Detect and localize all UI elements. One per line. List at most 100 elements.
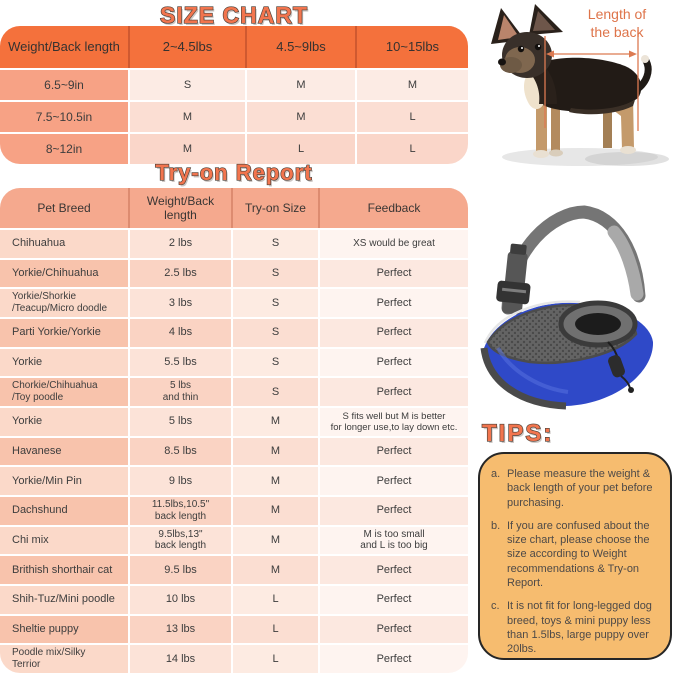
tryon-cell: Perfect: [320, 348, 468, 377]
tryon-cell: Perfect: [320, 496, 468, 525]
tryon-cell: Parti Yorkie/Yorkie: [0, 318, 128, 347]
tryon-cell: Perfect: [320, 259, 468, 288]
bag-piping-white: [483, 300, 581, 344]
tryon-cell: 9.5lbs,13" back length: [130, 526, 231, 555]
tip-item-a: a. Please measure the weight & back leng…: [491, 467, 663, 510]
dog-belly: [569, 100, 635, 115]
size-row-label: 8~12in: [0, 134, 128, 164]
tryon-cell: L: [233, 645, 318, 673]
tryon-cell: S: [233, 289, 318, 317]
tryon-cell: M: [233, 407, 318, 436]
dog-figure: Length of the back: [475, 0, 679, 170]
dog-tail-tip: [641, 55, 649, 63]
size-header-4-5-9lbs: 4.5~9lbs: [247, 26, 355, 68]
bag-cord-knot: [628, 387, 634, 393]
size-cell: M: [130, 102, 245, 132]
dog-leg: [551, 102, 560, 152]
tip-marker: c.: [491, 600, 500, 613]
tryon-cell: 5.5 lbs: [130, 348, 231, 377]
tryon-header-weight-back-length: Weight/Back length: [130, 188, 231, 228]
tryon-report-table: Pet Breed Weight/Back length Try-on Size…: [0, 188, 468, 673]
size-cell: S: [130, 70, 245, 100]
bag-rim-dark: [480, 347, 567, 410]
tryon-cell: Chorkie/Chihuahua /Toy poodle: [0, 378, 128, 406]
tryon-header-feedback: Feedback: [320, 188, 468, 228]
tryon-cell: S: [233, 378, 318, 406]
tryon-cell: M is too small and L is too big: [320, 526, 468, 555]
tryon-cell: Perfect: [320, 556, 468, 584]
size-chart-title: SIZE CHART: [159, 1, 308, 28]
dog-eye: [534, 43, 542, 51]
dog-paw: [549, 149, 563, 157]
tryon-cell: Perfect: [320, 645, 468, 673]
tryon-cell: Perfect: [320, 615, 468, 644]
tip-text: Please measure the weight & back length …: [507, 468, 653, 509]
dog-body: [529, 57, 642, 112]
back-length-annotation: Length of the back: [587, 6, 647, 40]
size-header-weight-back-length: Weight/Back length: [0, 26, 128, 68]
bag-highlight: [496, 347, 569, 394]
dog-shadow-2: [585, 152, 669, 166]
arrowhead-right-icon: [629, 50, 637, 58]
tryon-cell: S: [233, 318, 318, 347]
tryon-header-pet-breed: Pet Breed: [0, 188, 128, 228]
bag-opening-inner: [575, 313, 621, 335]
dog-eye-glint: [538, 45, 540, 47]
tryon-cell: 4 lbs: [130, 318, 231, 347]
sling-bag-illustration: [480, 205, 654, 410]
tryon-cell: Chi mix: [0, 526, 128, 555]
bag-strap-adjuster: [496, 243, 531, 315]
chihuahua-illustration: [491, 4, 669, 166]
tryon-cell: Poodle mix/Silky Terrior: [0, 645, 128, 673]
size-cell: L: [357, 134, 468, 164]
tryon-cell: M: [233, 467, 318, 495]
tryon-cell: 10 lbs: [130, 585, 231, 614]
tryon-cell: Perfect: [320, 467, 468, 495]
dog-leg: [603, 102, 612, 148]
tryon-cell: S fits well but M is better for longer u…: [320, 407, 468, 436]
size-chart-table: Weight/Back length 2~4.5lbs 4.5~9lbs 10~…: [0, 26, 468, 164]
tryon-cell: Yorkie/Chihuahua: [0, 259, 128, 288]
size-cell: M: [130, 134, 245, 164]
tryon-cell: Yorkie: [0, 348, 128, 377]
tryon-cell: Havanese: [0, 437, 128, 466]
sling-bag-figure: [468, 196, 672, 420]
tryon-cell: Perfect: [320, 318, 468, 347]
tryon-cell: Brithish shorthair cat: [0, 556, 128, 584]
tryon-cell: 13 lbs: [130, 615, 231, 644]
dog-paw: [533, 150, 549, 158]
tryon-cell: L: [233, 585, 318, 614]
dog-ear-left-inner: [498, 15, 519, 40]
tryon-cell: Chihuahua: [0, 230, 128, 258]
tryon-cell: 8.5 lbs: [130, 437, 231, 466]
tryon-cell: Perfect: [320, 585, 468, 614]
tryon-cell: 9 lbs: [130, 467, 231, 495]
tip-item-b: b. If you are confused about the size ch…: [491, 519, 663, 590]
tryon-cell: M: [233, 526, 318, 555]
tips-box: a. Please measure the weight & back leng…: [478, 452, 672, 660]
dog-eye: [517, 45, 525, 53]
tryon-cell: Yorkie/Shorkie /Teacup/Micro doodle: [0, 289, 128, 317]
dog-paw: [620, 146, 636, 154]
tryon-cell: 3 lbs: [130, 289, 231, 317]
tip-text: If you are confused about the size chart…: [507, 519, 650, 590]
tip-text: It is not fit for long-legged dog breed,…: [507, 600, 652, 656]
dog-nose: [498, 58, 506, 66]
tryon-cell: 5 lbs: [130, 407, 231, 436]
tryon-cell: S: [233, 348, 318, 377]
tryon-cell: Yorkie: [0, 407, 128, 436]
size-cell: M: [247, 70, 355, 100]
size-cell: L: [357, 102, 468, 132]
dog-eye-glint: [521, 47, 523, 49]
tryon-cell: M: [233, 437, 318, 466]
bag-strap-pad: [607, 225, 644, 301]
tryon-cell: Sheltie puppy: [0, 615, 128, 644]
tips-title: TIPS:: [481, 419, 554, 447]
size-cell: M: [247, 102, 355, 132]
size-cell: M: [357, 70, 468, 100]
dog-ear-right-inner: [533, 11, 555, 31]
bag-cord-toggle: [608, 355, 625, 378]
tryon-cell: XS would be great: [320, 230, 468, 258]
dog-leg: [536, 100, 547, 153]
